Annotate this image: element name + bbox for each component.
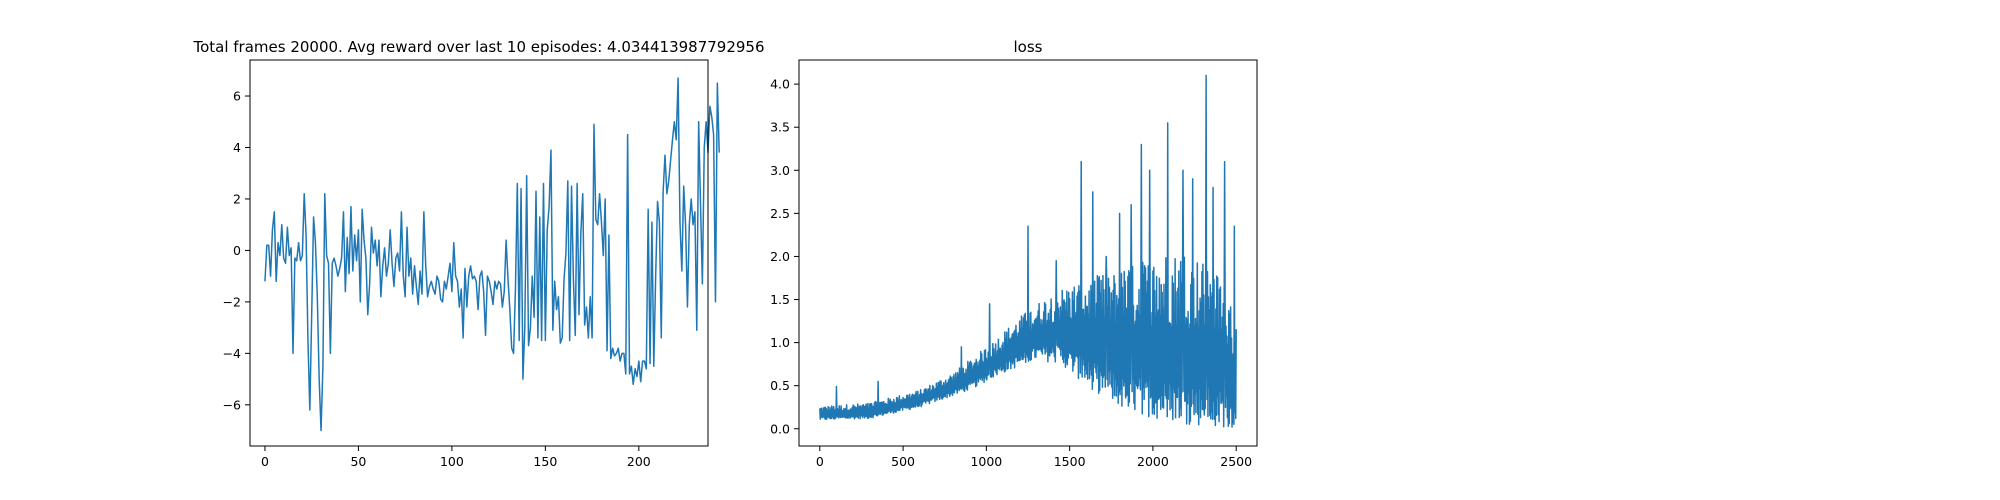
reward-axes-frame xyxy=(249,59,709,447)
reward-x-tick-label: 150 xyxy=(533,454,557,469)
loss-chart-title: loss xyxy=(1014,38,1043,56)
reward-x-tick-label: 100 xyxy=(440,454,464,469)
loss-x-tick-label: 1500 xyxy=(1054,454,1086,469)
loss-y-tick-label: 3.0 xyxy=(770,163,790,178)
reward-chart: Total frames 20000. Avg reward over last… xyxy=(192,38,764,469)
reward-axis-ticks: 0 50 100 150 200 −6 −4 −2 0 2 4 6 xyxy=(223,89,651,469)
loss-y-tick-label: 1.0 xyxy=(770,335,790,350)
reward-x-tick-label: 50 xyxy=(350,454,366,469)
reward-y-tick-label: −4 xyxy=(223,346,241,361)
reward-y-tick-label: −2 xyxy=(223,294,241,309)
loss-y-tick-label: 3.5 xyxy=(770,120,790,135)
loss-y-tick-label: 0.0 xyxy=(770,421,790,436)
reward-series-line xyxy=(264,77,720,432)
loss-y-tick-label: 2.5 xyxy=(770,206,790,221)
reward-y-tick-label: 2 xyxy=(233,191,241,206)
loss-axis-ticks: 0 500 1000 1500 2000 2500 0.0 0.5 1.0 1.5 2.0 2.5 3.… xyxy=(770,77,1252,469)
loss-y-tick-label: 2.0 xyxy=(770,249,790,264)
loss-x-tick-label: 2500 xyxy=(1220,454,1252,469)
loss-x-tick-label: 500 xyxy=(891,454,915,469)
reward-x-tick-label: 200 xyxy=(627,454,651,469)
loss-x-tick-label: 0 xyxy=(816,454,824,469)
reward-chart-title: Total frames 20000. Avg reward over last… xyxy=(192,38,764,56)
reward-y-tick-label: 0 xyxy=(233,243,241,258)
loss-chart: loss 0 500 1000 1500 2000 2500 0.0 0.5 1.0 1.5 2.0… xyxy=(770,38,1258,469)
reward-y-tick-label: 4 xyxy=(233,140,241,155)
loss-x-tick-label: 1000 xyxy=(970,454,1002,469)
loss-y-tick-label: 1.5 xyxy=(770,292,790,307)
reward-x-tick-label: 0 xyxy=(261,454,269,469)
loss-axes-frame xyxy=(798,59,1258,447)
loss-series xyxy=(819,74,1237,428)
reward-y-tick-label: −6 xyxy=(223,397,241,412)
reward-y-tick-label: 6 xyxy=(233,89,241,104)
loss-y-tick-label: 0.5 xyxy=(770,378,790,393)
loss-x-tick-label: 2000 xyxy=(1137,454,1169,469)
reward-series xyxy=(264,77,720,432)
loss-series-line xyxy=(819,74,1237,428)
loss-y-tick-label: 4.0 xyxy=(770,77,790,92)
